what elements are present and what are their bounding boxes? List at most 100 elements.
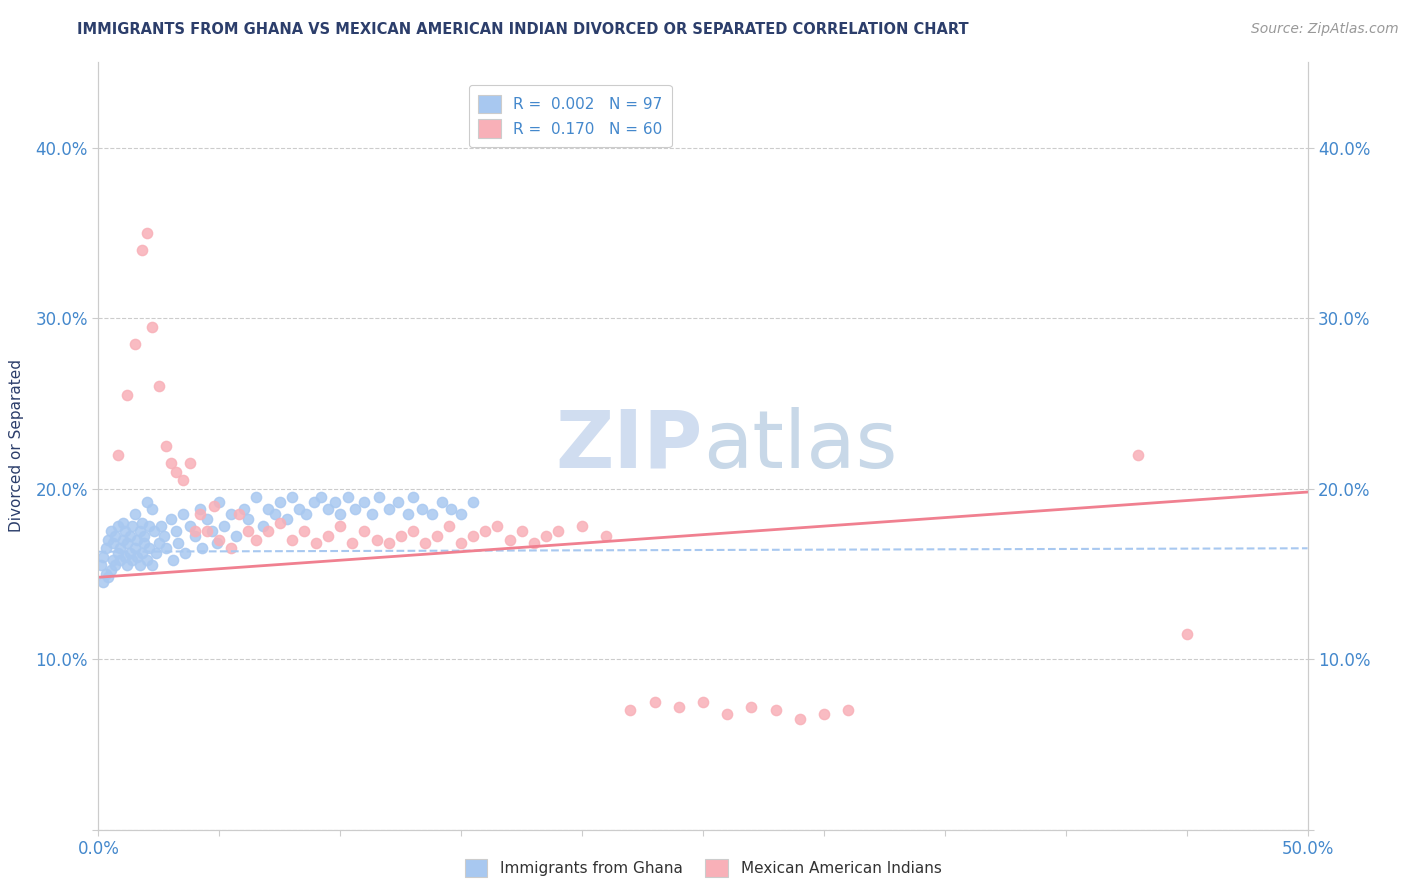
Point: [165, 524, 187, 539]
Point: [228, 507, 250, 521]
Point: [740, 699, 762, 714]
Point: [108, 541, 131, 556]
Point: [97, 570, 120, 584]
Point: [104, 558, 127, 573]
Point: [269, 516, 291, 530]
Point: [205, 536, 228, 550]
Point: [162, 553, 184, 567]
Point: [117, 558, 139, 573]
Point: [342, 536, 364, 550]
Point: [127, 549, 149, 564]
Point: [281, 533, 304, 547]
Point: [225, 529, 247, 543]
Point: [1175, 626, 1198, 640]
Legend: Immigrants from Ghana, Mexican American Indians: Immigrants from Ghana, Mexican American …: [458, 853, 948, 883]
Point: [191, 541, 214, 556]
Point: [131, 546, 153, 560]
Point: [150, 519, 173, 533]
Point: [426, 529, 449, 543]
Point: [305, 536, 328, 550]
Point: [329, 519, 352, 533]
Point: [368, 490, 391, 504]
Point: [128, 558, 150, 573]
Point: [288, 502, 311, 516]
Point: [127, 533, 149, 547]
Point: [94, 541, 117, 556]
Point: [264, 507, 287, 521]
Point: [534, 529, 557, 543]
Point: [486, 519, 509, 533]
Point: [430, 495, 453, 509]
Point: [145, 546, 167, 560]
Point: [238, 524, 260, 539]
Point: [100, 524, 122, 539]
Text: IMMIGRANTS FROM GHANA VS MEXICAN AMERICAN INDIAN DIVORCED OR SEPARATED CORRELATI: IMMIGRANTS FROM GHANA VS MEXICAN AMERICA…: [77, 22, 969, 37]
Point: [252, 519, 274, 533]
Point: [644, 695, 666, 709]
Point: [134, 536, 156, 550]
Point: [221, 541, 243, 556]
Point: [121, 553, 143, 567]
Point: [104, 529, 127, 543]
Point: [474, 524, 496, 539]
Point: [90, 558, 112, 573]
Point: [765, 703, 787, 717]
Point: [377, 536, 399, 550]
Point: [325, 495, 347, 509]
Point: [510, 524, 533, 539]
Point: [523, 536, 546, 550]
Point: [165, 465, 187, 479]
Point: [402, 490, 425, 504]
Point: [387, 495, 409, 509]
Point: [148, 536, 170, 550]
Point: [302, 495, 325, 509]
Point: [402, 524, 425, 539]
Point: [201, 524, 224, 539]
Point: [413, 536, 436, 550]
Point: [212, 519, 235, 533]
Point: [336, 490, 359, 504]
Point: [245, 533, 267, 547]
Point: [440, 502, 463, 516]
Point: [716, 706, 738, 721]
Text: atlas: atlas: [703, 407, 897, 485]
Point: [437, 519, 460, 533]
Point: [789, 712, 811, 726]
Point: [377, 502, 399, 516]
Point: [179, 519, 201, 533]
Point: [281, 490, 304, 504]
Point: [114, 549, 136, 564]
Point: [188, 502, 211, 516]
Point: [204, 499, 226, 513]
Point: [184, 529, 207, 543]
Point: [167, 536, 190, 550]
Point: [389, 529, 412, 543]
Point: [101, 553, 124, 567]
Point: [292, 524, 315, 539]
Point: [360, 507, 382, 521]
Point: [124, 507, 146, 521]
Point: [124, 541, 146, 556]
Point: [256, 502, 278, 516]
Point: [141, 558, 163, 573]
Point: [94, 566, 117, 581]
Point: [232, 502, 254, 516]
Point: [813, 706, 835, 721]
Point: [309, 490, 332, 504]
Point: [463, 495, 485, 509]
Point: [172, 473, 194, 487]
Point: [141, 319, 163, 334]
Point: [343, 502, 366, 516]
Point: [121, 519, 143, 533]
Point: [108, 553, 131, 567]
Point: [316, 529, 339, 543]
Point: [174, 546, 197, 560]
Point: [107, 546, 129, 560]
Point: [450, 507, 472, 521]
Point: [155, 541, 177, 556]
Point: [135, 495, 157, 509]
Point: [498, 533, 520, 547]
Point: [160, 456, 183, 470]
Point: [111, 516, 134, 530]
Point: [276, 512, 298, 526]
